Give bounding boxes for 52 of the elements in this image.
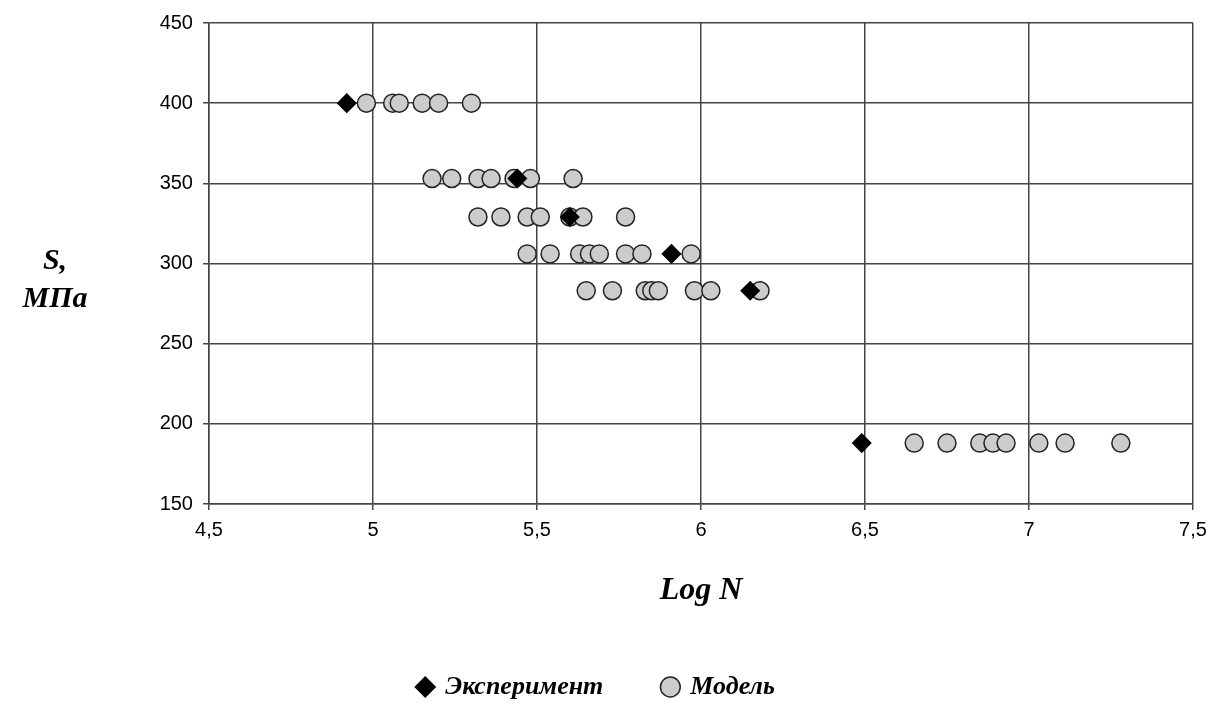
point (540, 244, 560, 264)
y-tick-label: 200 (159, 411, 193, 434)
y-tick-label: 300 (159, 251, 193, 274)
point (996, 433, 1016, 453)
x-tick-label: 4,5 (195, 517, 223, 540)
y-axis-title: S, МПа (21, 241, 89, 315)
point (851, 433, 872, 453)
y-tick-label: 150 (159, 491, 193, 514)
y-tick-label: 450 (159, 10, 193, 33)
point (1029, 433, 1049, 453)
point (1055, 433, 1075, 453)
point (632, 244, 652, 264)
point (389, 93, 409, 113)
x-tick-label: 5,5 (523, 517, 551, 540)
point (337, 93, 357, 113)
point (563, 168, 583, 189)
point (681, 244, 701, 264)
point (576, 281, 596, 301)
x-tick-label: 6 (695, 517, 707, 540)
point (615, 244, 636, 264)
point (530, 207, 551, 227)
point (589, 244, 610, 264)
x-tick-label: 6,5 (851, 517, 879, 540)
legend-label: Модель (689, 670, 775, 700)
x-tick-label: 7,5 (1179, 517, 1207, 540)
point (904, 433, 924, 453)
point (615, 207, 636, 227)
point (356, 93, 377, 113)
point (468, 207, 488, 227)
point (937, 433, 957, 453)
point (422, 168, 442, 189)
y-tick-label: 250 (159, 331, 193, 354)
legend-label: Эксперимент (445, 670, 604, 700)
point (684, 281, 705, 301)
x-axis-title: Log N (658, 570, 745, 607)
y-tick-label: 400 (159, 90, 193, 113)
point (740, 281, 760, 301)
point (491, 207, 511, 227)
point (701, 281, 721, 301)
x-tick-label: 7 (1023, 517, 1035, 540)
point (1111, 433, 1131, 453)
x-tick-label: 5 (367, 517, 379, 540)
point (481, 168, 501, 189)
point (602, 281, 623, 301)
point (648, 281, 669, 301)
point (412, 93, 432, 113)
point (461, 93, 482, 113)
point (428, 93, 449, 113)
y-tick-label: 350 (159, 170, 193, 193)
point (517, 244, 537, 264)
point (441, 168, 462, 189)
point (661, 244, 682, 264)
